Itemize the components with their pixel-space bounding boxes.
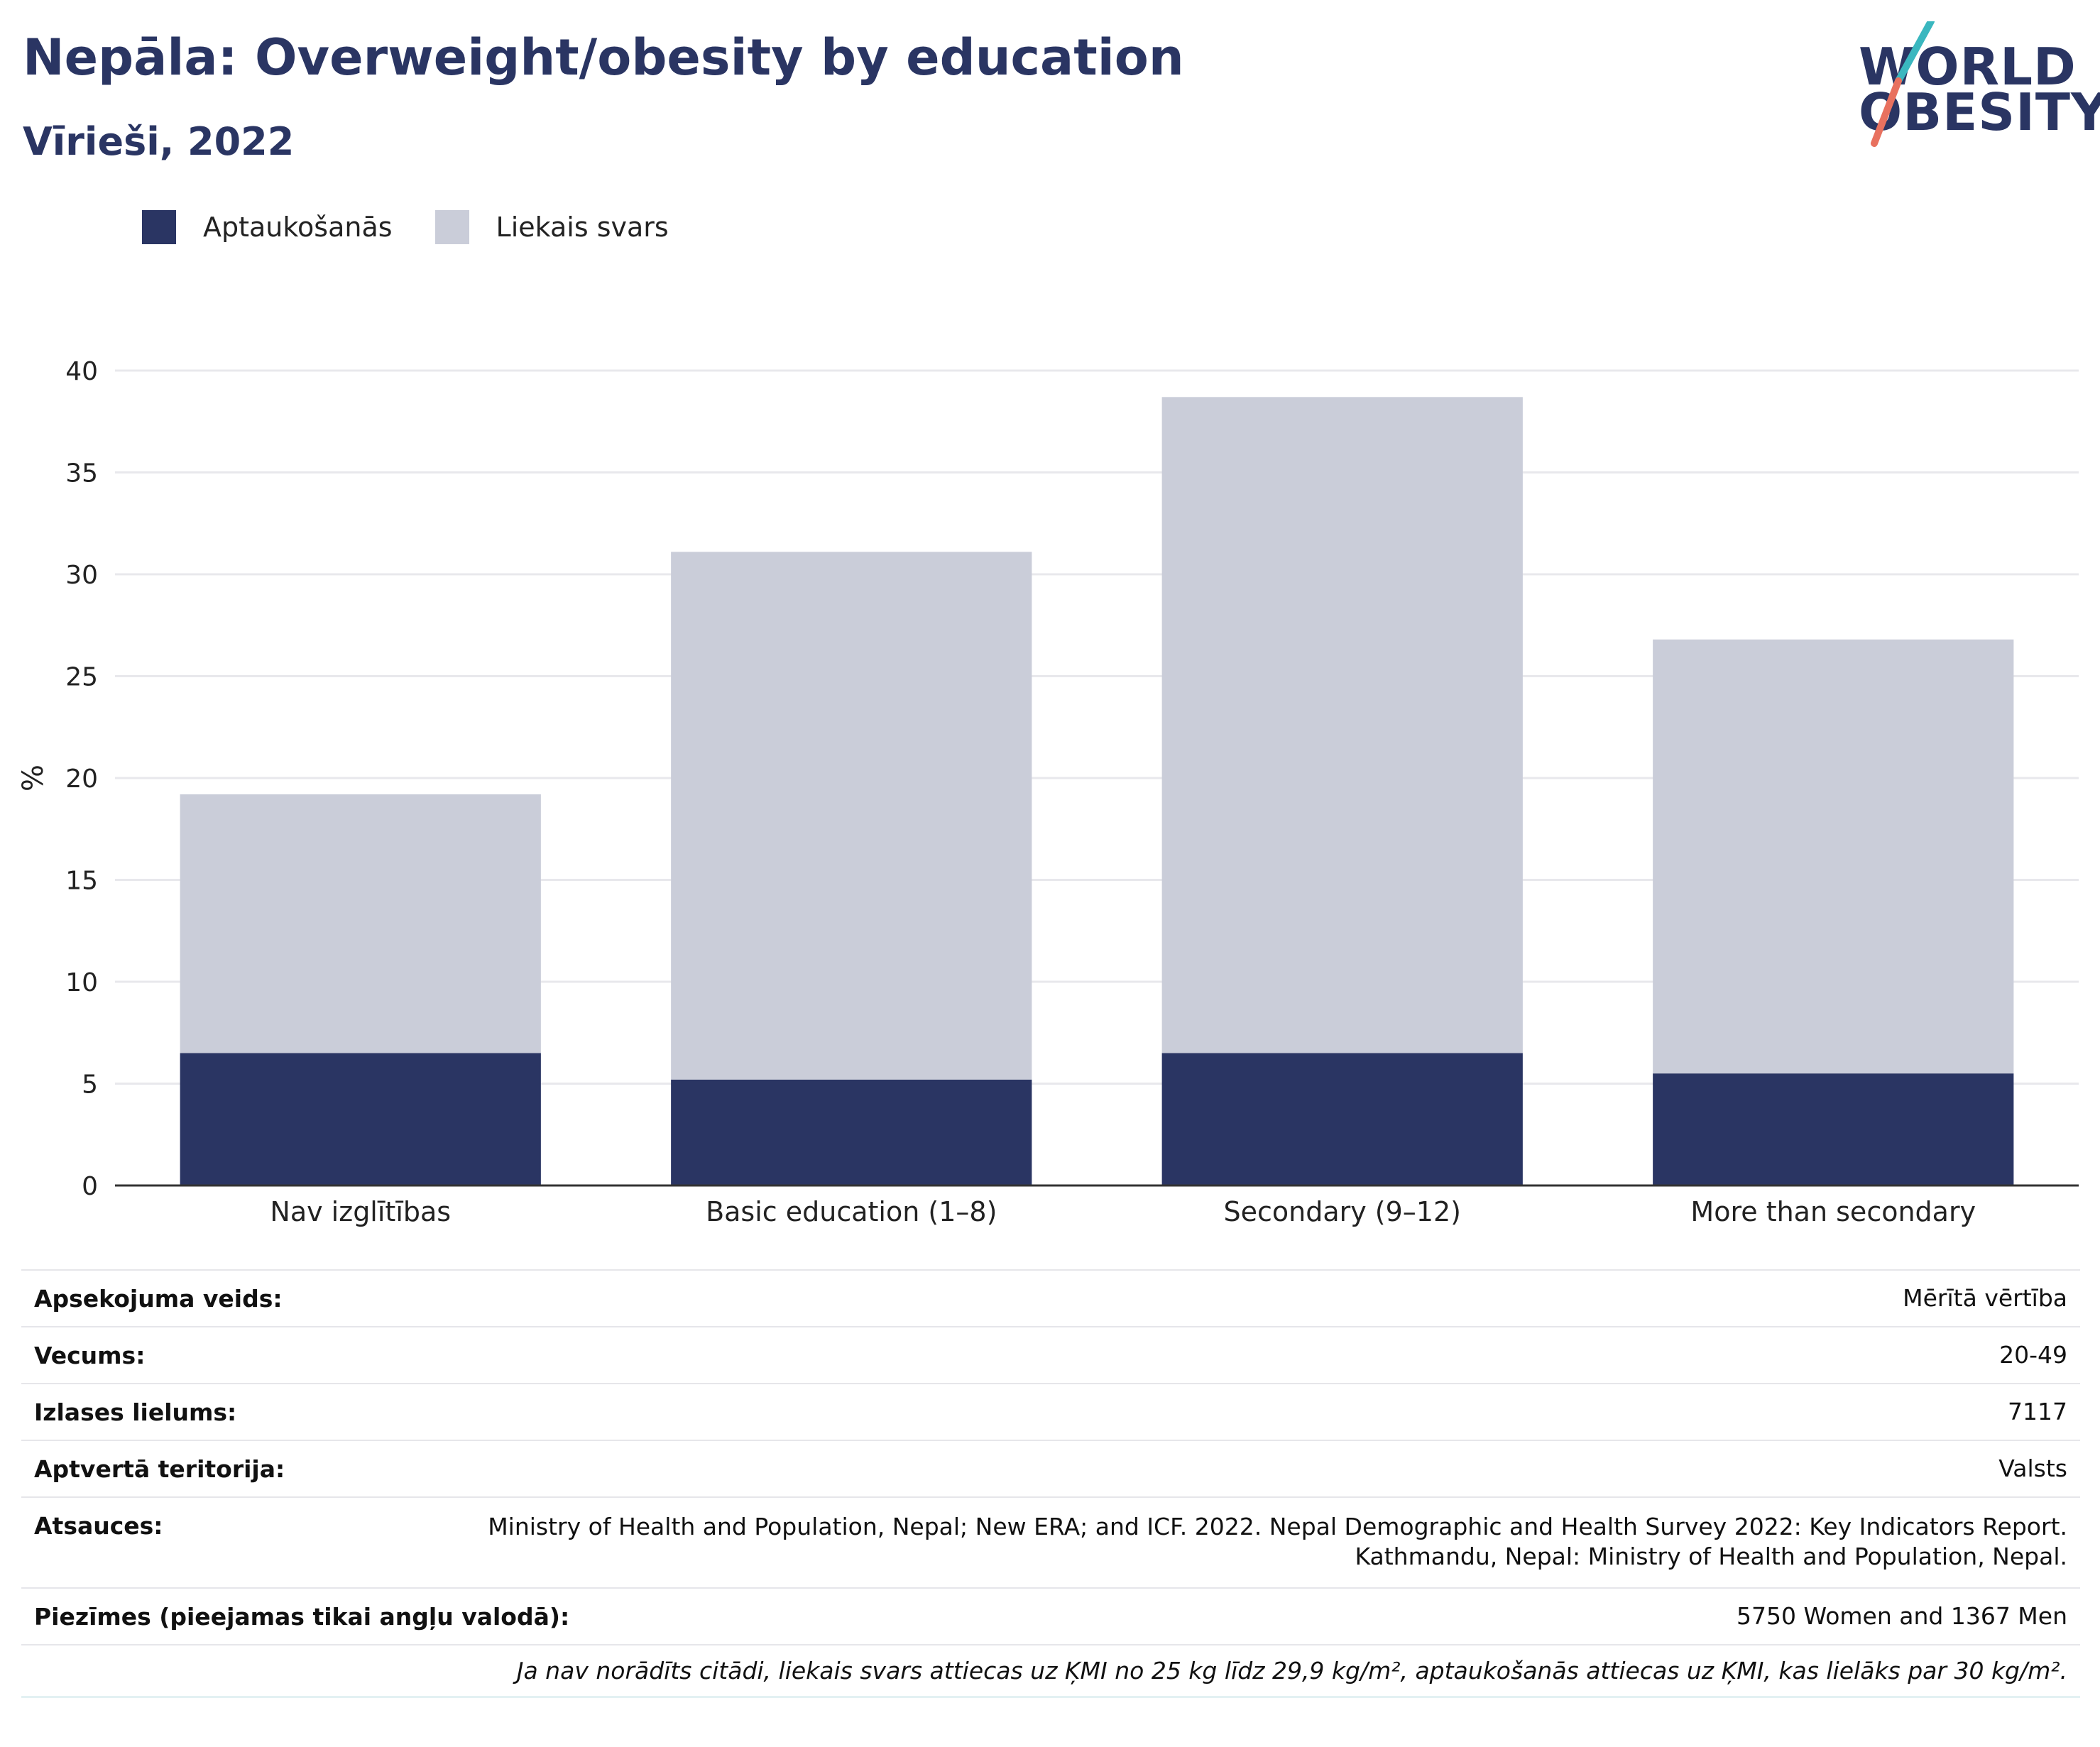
bar-overweight [180,794,541,1053]
info-row-notes: Piezīmes (pieejamas tikai angļu valodā):… [21,1589,2080,1645]
y-tick-label: 20 [65,765,98,794]
y-tick-label: 30 [65,561,98,590]
info-row-coverage: Aptvertā teritorija: Valsts [21,1441,2080,1498]
y-tick-label: 15 [65,867,98,896]
info-value: Ministry of Health and Population, Nepal… [488,1512,2067,1572]
info-row-survey-type: Apsekojuma veids: Mērītā vērtība [21,1271,2080,1327]
legend-label-obesity: Aptaukošanās [203,212,393,243]
chart-legend: Aptaukošanās Liekais svars [142,210,711,244]
y-axis-title: % [17,765,50,792]
bar-overweight [671,552,1032,1080]
y-tick-label: 10 [65,968,98,997]
legend-swatch-overweight [434,210,469,244]
legend-item-obesity[interactable]: Aptaukošanās [142,210,393,244]
bar-obesity [1653,1073,2014,1185]
legend-swatch-obesity [142,210,176,244]
y-tick-label: 5 [82,1070,98,1100]
info-value: 5750 Women and 1367 Men [1737,1602,2067,1630]
info-label: Atsauces: [34,1512,163,1540]
bar-chart: 0 5 10 15 20 25 30 35 40% Nav izglītības Basic edu… [17,357,2079,1227]
footnote-text: Ja nav norādīts citādi, liekais svars at… [516,1657,2067,1685]
page-subtitle: Vīrieši, 2022 [23,119,295,164]
x-tick-label: More than secondary [1690,1196,1976,1227]
x-tick-label: Secondary (9–12) [1223,1196,1461,1227]
info-value: 20-49 [1999,1341,2067,1369]
page-title: Nepāla: Overweight/obesity by education [23,28,1184,87]
y-tick-label: 40 [65,357,98,386]
info-label: Piezīmes (pieejamas tikai angļu valodā): [34,1602,570,1631]
info-value: Mērītā vērtība [1903,1284,2067,1312]
info-value: Valsts [1998,1455,2067,1482]
info-label: Vecums: [34,1341,146,1369]
logo-line-2: OBESITY [1859,82,2100,142]
info-row-age: Vecums: 20-49 [21,1327,2080,1384]
info-value: 7117 [2008,1398,2067,1425]
info-row-references: Atsauces: Ministry of Health and Populat… [21,1498,2080,1589]
logo-slash-icon [1871,21,1935,147]
reference-line-2: Kathmandu, Nepal: Ministry of Health and… [1355,1543,2067,1570]
legend-item-overweight[interactable]: Liekais svars [434,210,669,244]
legend-label-overweight: Liekais svars [496,212,669,243]
x-tick-label: Basic education (1–8) [706,1196,997,1227]
bar-obesity [1161,1053,1523,1185]
y-tick-label: 0 [82,1172,98,1201]
info-row-footnote: Ja nav norādīts citādi, liekais svars at… [21,1645,2080,1698]
info-label: Izlases lielums: [34,1398,237,1426]
info-row-sample-size: Izlases lielums: 7117 [21,1384,2080,1441]
info-table: Apsekojuma veids: Mērītā vērtība Vecums:… [21,1269,2080,1698]
bar-obesity [671,1079,1032,1185]
y-tick-label: 25 [65,663,98,692]
bar-obesity [180,1053,541,1185]
bar-overweight [1161,397,1523,1053]
y-tick-label: 35 [65,459,98,488]
info-label: Apsekojuma veids: [34,1284,283,1313]
x-tick-label: Nav izglītības [270,1196,451,1227]
bar-overweight [1653,639,2014,1074]
world-obesity-logo: WORLD OBESITY [1846,21,2100,149]
info-label: Aptvertā teritorija: [34,1455,285,1483]
reference-line-1: Ministry of Health and Population, Nepal… [488,1513,2067,1540]
